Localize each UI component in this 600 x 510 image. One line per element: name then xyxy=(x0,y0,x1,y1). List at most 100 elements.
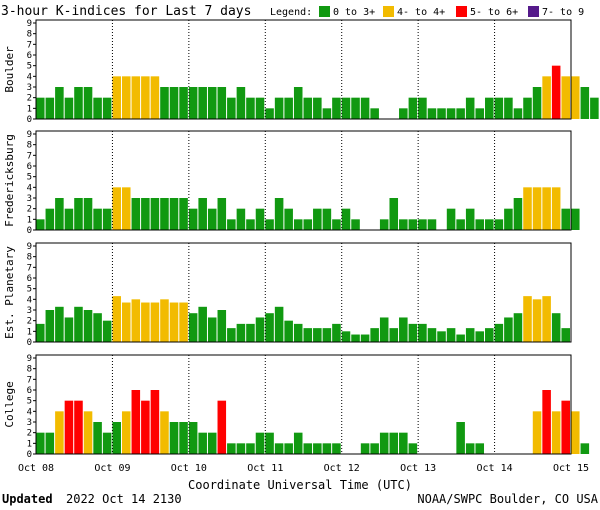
y-tick-label: 2 xyxy=(27,94,32,104)
k-index-bar xyxy=(55,87,64,119)
k-index-bar xyxy=(427,219,437,230)
k-index-bar xyxy=(427,328,437,342)
k-index-bar xyxy=(418,219,427,230)
k-index-bar xyxy=(274,443,284,454)
k-index-bar xyxy=(112,296,121,342)
k-index-bar xyxy=(370,443,379,454)
k-index-bar xyxy=(188,208,198,230)
k-index-bar xyxy=(74,87,83,119)
y-tick-label: 9 xyxy=(27,242,32,252)
k-index-bar xyxy=(217,400,227,454)
y-tick-label: 1 xyxy=(27,439,32,449)
k-index-bar xyxy=(141,198,150,230)
k-index-bar xyxy=(561,400,570,454)
k-index-bar xyxy=(456,422,465,454)
panel-frame xyxy=(35,242,572,343)
k-index-bar xyxy=(322,443,332,454)
k-index-bar xyxy=(485,97,494,119)
k-index-bar xyxy=(322,108,332,119)
k-index-bar xyxy=(532,87,542,119)
k-index-bar xyxy=(542,76,551,119)
panel-label: Boulder xyxy=(3,46,16,93)
k-index-bar xyxy=(83,198,93,230)
k-index-bar xyxy=(265,432,274,454)
x-tick-label: Oct 10 xyxy=(171,463,207,474)
k-index-bar xyxy=(341,97,351,119)
y-tick-label: 7 xyxy=(27,40,32,50)
k-index-bar xyxy=(64,400,74,454)
k-index-bar xyxy=(207,432,217,454)
k-index-bar xyxy=(36,323,45,342)
x-axis-title: Coordinate Universal Time (UTC) xyxy=(188,478,412,492)
k-index-bar xyxy=(437,108,446,119)
k-index-bar xyxy=(36,97,45,119)
legend-label: Legend: xyxy=(270,7,312,18)
y-tick-label: 5 xyxy=(27,62,32,72)
k-index-bar xyxy=(64,97,74,119)
k-index-bar xyxy=(265,313,274,342)
k-index-bar xyxy=(36,219,45,230)
k-index-bar xyxy=(551,187,561,230)
k-index-bar xyxy=(303,97,313,119)
k-index-bar xyxy=(217,87,227,119)
k-index-bar xyxy=(217,310,227,342)
k-index-bar xyxy=(571,76,580,119)
k-index-bar xyxy=(198,198,207,230)
k-index-bar xyxy=(188,313,198,342)
k-index-bar xyxy=(532,187,542,230)
k-index-bar xyxy=(160,198,169,230)
k-index-bar xyxy=(64,317,74,342)
k-index-bar xyxy=(303,328,313,342)
k-index-bar xyxy=(121,76,131,119)
k-index-bar xyxy=(408,219,418,230)
k-index-bar xyxy=(246,97,255,119)
k-index-bar xyxy=(227,97,236,119)
k-index-bar xyxy=(551,411,561,454)
k-index-bar xyxy=(513,313,523,342)
y-tick-label: 3 xyxy=(27,418,32,428)
k-index-bar xyxy=(227,328,236,342)
k-index-bar xyxy=(322,328,332,342)
k-index-bar xyxy=(293,432,303,454)
k-index-bar xyxy=(370,108,379,119)
k-index-bar xyxy=(532,411,542,454)
k-index-bar xyxy=(332,219,341,230)
k-index-bar xyxy=(446,328,456,342)
k-index-bar xyxy=(293,87,303,119)
legend-swatch xyxy=(456,6,467,17)
k-index-bar xyxy=(121,302,131,342)
k-index-bar xyxy=(188,87,198,119)
k-index-bar xyxy=(313,328,322,342)
y-tick-label: 0 xyxy=(27,226,32,236)
k-index-bar xyxy=(131,299,141,342)
legend-swatch xyxy=(528,6,539,17)
k-index-bar xyxy=(504,208,513,230)
k-index-bar xyxy=(418,323,427,342)
legend-entry-label: 4- to 4+ xyxy=(397,7,445,18)
k-index-bar xyxy=(83,411,93,454)
k-index-bar xyxy=(332,323,341,342)
k-index-bar xyxy=(580,87,590,119)
k-index-bar xyxy=(141,76,150,119)
y-tick-label: 8 xyxy=(27,253,32,263)
k-index-bar xyxy=(399,108,408,119)
panel-label: College xyxy=(3,381,16,427)
panel-label: Est. Planetary xyxy=(3,246,16,339)
k-index-bar xyxy=(284,443,293,454)
k-index-bar xyxy=(313,443,322,454)
k-index-bar xyxy=(456,219,465,230)
y-tick-label: 0 xyxy=(27,115,32,125)
k-index-bar xyxy=(207,208,217,230)
k-index-bar xyxy=(160,87,169,119)
k-index-bar xyxy=(379,432,389,454)
k-index-bar xyxy=(542,390,551,454)
k-index-bar xyxy=(446,208,456,230)
k-index-bar xyxy=(150,390,160,454)
legend-swatch xyxy=(319,6,330,17)
k-index-bar xyxy=(284,208,293,230)
k-index-bar xyxy=(236,443,246,454)
k-index-bar xyxy=(255,208,265,230)
y-tick-label: 4 xyxy=(27,407,32,417)
